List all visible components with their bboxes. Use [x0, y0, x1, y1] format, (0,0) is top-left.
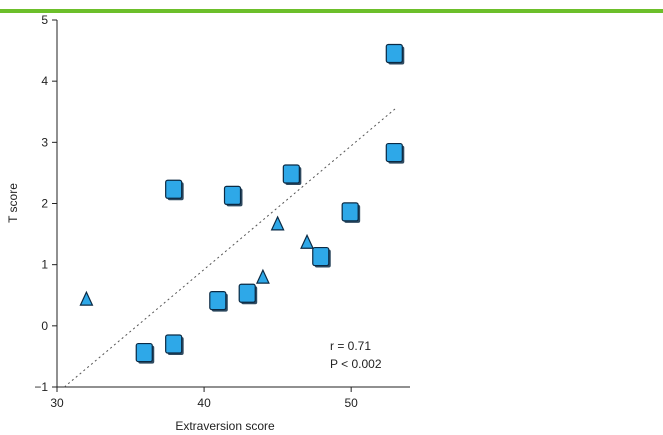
- y-tick-label: 3: [41, 135, 48, 149]
- x-axis-label: Extraversion score: [175, 419, 275, 433]
- data-points: [79, 43, 405, 364]
- y-tick-label: −1: [34, 380, 48, 394]
- trend-line: [64, 108, 396, 388]
- y-axis-ticks: −1 0 1 2 3 4 5: [34, 13, 57, 394]
- triangle-data-point: [300, 233, 314, 249]
- square-data-point: [209, 290, 227, 311]
- square-data-point: [223, 185, 242, 205]
- square-data-point: [282, 164, 300, 184]
- y-tick-label: 4: [41, 74, 48, 88]
- triangle-data-point: [255, 268, 270, 284]
- square-data-point: [165, 179, 183, 199]
- square-data-point: [312, 246, 330, 267]
- square-data-point: [135, 342, 153, 363]
- top-accent-bar: [0, 9, 663, 13]
- y-axis-label: T score: [6, 183, 20, 223]
- x-tick-label: 50: [344, 396, 358, 410]
- axes: −1 0 1 2 3 4 5 30 40 50: [34, 13, 410, 410]
- square-data-point: [238, 283, 256, 303]
- x-tick-label: 30: [50, 396, 64, 410]
- correlation-annotation: r = 0.71: [330, 339, 371, 353]
- x-tick-label: 40: [197, 396, 211, 410]
- triangle-data-point: [270, 215, 285, 231]
- y-tick-label: 1: [41, 258, 48, 272]
- square-data-point: [385, 43, 403, 64]
- square-data-point: [385, 142, 403, 163]
- y-tick-label: 0: [41, 319, 48, 333]
- y-tick-label: 5: [41, 13, 48, 27]
- y-tick-label: 2: [41, 197, 48, 211]
- x-axis-ticks: 30 40 50: [50, 387, 358, 410]
- p-value-annotation: P < 0.002: [330, 357, 382, 371]
- triangle-data-point: [79, 290, 94, 306]
- square-data-point: [341, 202, 359, 222]
- square-data-point: [165, 334, 183, 354]
